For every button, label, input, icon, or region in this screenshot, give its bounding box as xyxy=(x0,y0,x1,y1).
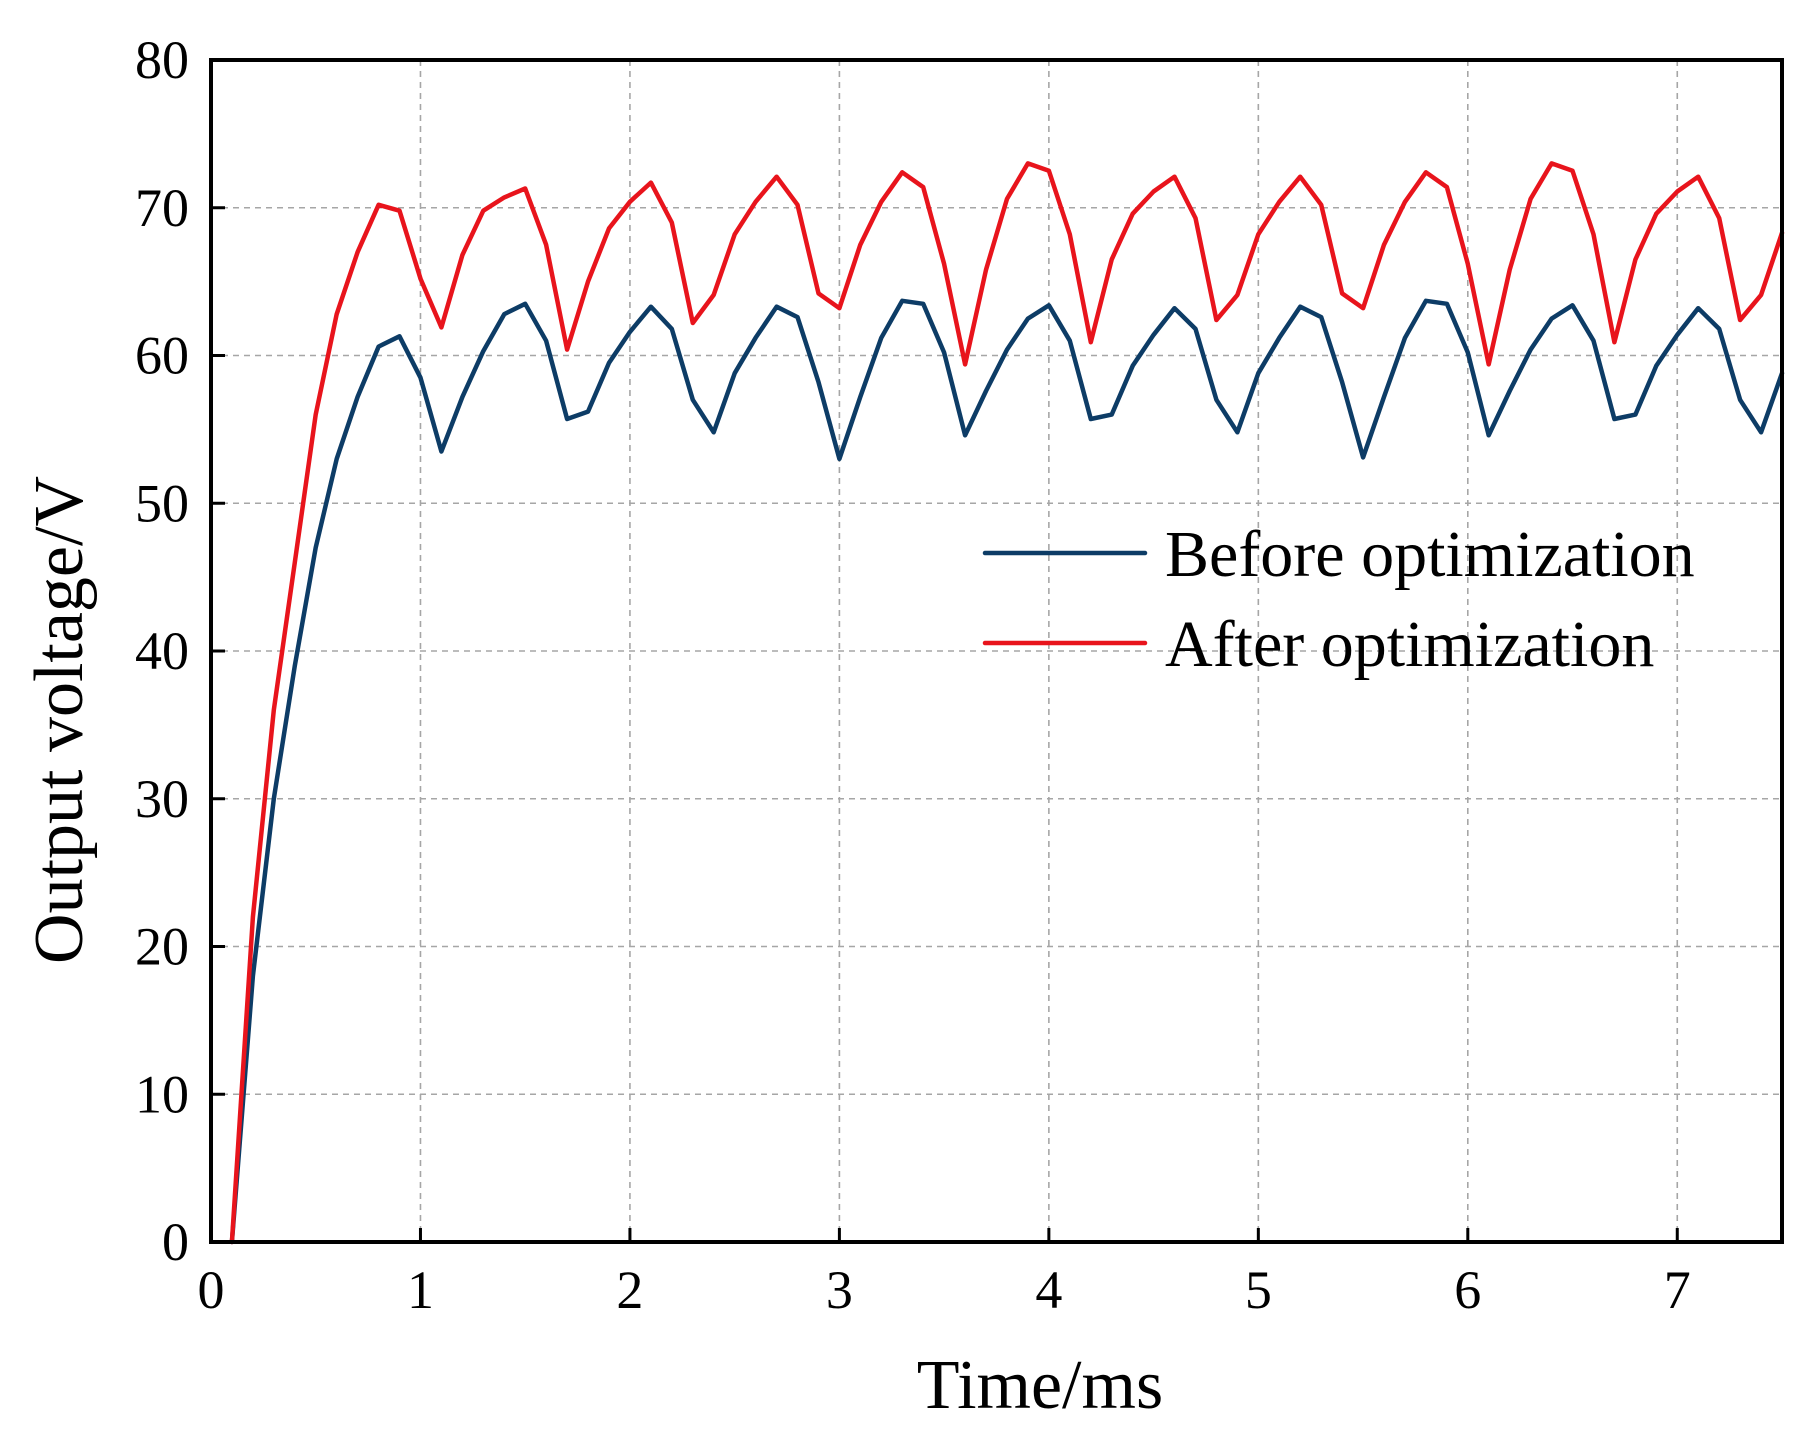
series-line-before-optimization xyxy=(229,298,1785,1245)
grid-lines xyxy=(211,60,1782,1242)
x-tick-label: 6 xyxy=(1454,1260,1481,1320)
x-tick-label: 5 xyxy=(1245,1260,1272,1320)
legend-label-after-optimization: After optimization xyxy=(1165,608,1654,681)
series-line-after-optimization xyxy=(229,161,1785,1245)
y-tick-label: 20 xyxy=(135,917,189,977)
x-tick-label: 7 xyxy=(1664,1260,1691,1320)
x-tick-label: 0 xyxy=(198,1260,225,1320)
y-tick-label: 30 xyxy=(135,769,189,829)
plot-series xyxy=(229,161,1785,1245)
legend: Before optimization After optimization xyxy=(982,518,1695,681)
y-tick-label: 60 xyxy=(135,326,189,386)
x-tick-label: 4 xyxy=(1035,1260,1062,1320)
y-tick-label: 70 xyxy=(135,178,189,238)
y-tick-label: 50 xyxy=(135,473,189,533)
x-tick-label: 3 xyxy=(826,1260,853,1320)
y-axis-tick-labels: 0 10 20 30 40 50 60 70 80 xyxy=(135,30,189,1272)
y-axis-title: Output voltage/V xyxy=(21,476,98,964)
x-tick-label: 2 xyxy=(616,1260,643,1320)
legend-label-before-optimization: Before optimization xyxy=(1165,518,1695,591)
x-tick-label: 1 xyxy=(407,1260,434,1320)
y-tick-label: 10 xyxy=(135,1064,189,1124)
x-axis-tick-labels: 0 1 2 3 4 5 6 7 xyxy=(198,1260,1691,1320)
y-tick-label: 80 xyxy=(135,30,189,90)
y-tick-label: 0 xyxy=(162,1212,189,1272)
axis-ticks xyxy=(209,58,1679,1244)
x-axis-title: Time/ms xyxy=(917,1347,1163,1424)
y-tick-label: 40 xyxy=(135,621,189,681)
